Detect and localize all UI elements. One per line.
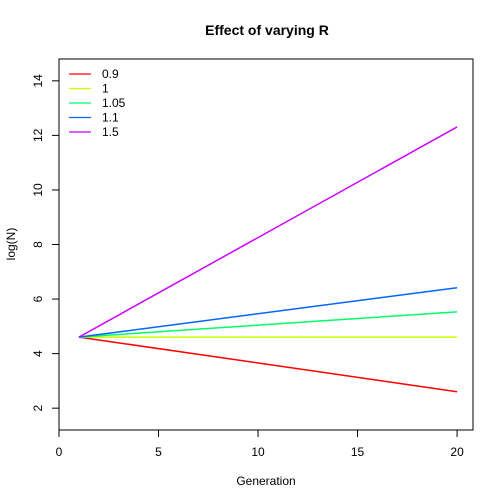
- y-tick-label: 2: [31, 405, 45, 412]
- legend-label: 0.9: [102, 67, 119, 81]
- y-tick-label: 12: [31, 128, 45, 142]
- series-line-1.05: [78, 311, 458, 338]
- chart-title: Effect of varying R: [205, 22, 329, 38]
- y-tick-label: 14: [31, 74, 45, 88]
- x-axis: 0 5 10 15 20: [56, 429, 464, 459]
- legend-label: 1.5: [102, 125, 119, 139]
- legend-label: 1: [102, 82, 109, 96]
- series-line-1.1: [78, 286, 458, 338]
- legend-label: 1.05: [102, 96, 126, 110]
- y-axis-label: log(N): [4, 228, 18, 261]
- x-tick-label: 10: [251, 445, 265, 459]
- y-axis: 2 4 6 8 10 12 14: [31, 74, 60, 412]
- x-tick-label: 15: [351, 445, 365, 459]
- legend-label: 1.1: [102, 111, 119, 125]
- series-layer: [78, 126, 458, 393]
- y-tick-label: 4: [31, 350, 45, 357]
- x-tick-label: 5: [155, 445, 162, 459]
- plot-frame: [58, 58, 474, 431]
- y-tick-label: 6: [31, 295, 45, 302]
- series-line-1.5: [78, 126, 458, 338]
- x-axis-label: Generation: [236, 474, 295, 488]
- series-line-0.9: [78, 336, 458, 393]
- x-tick-label: 0: [56, 445, 63, 459]
- legend: 0.911.051.11.5: [69, 67, 126, 139]
- y-tick-label: 8: [31, 241, 45, 248]
- x-tick-label: 20: [450, 445, 464, 459]
- y-tick-label: 10: [31, 183, 45, 197]
